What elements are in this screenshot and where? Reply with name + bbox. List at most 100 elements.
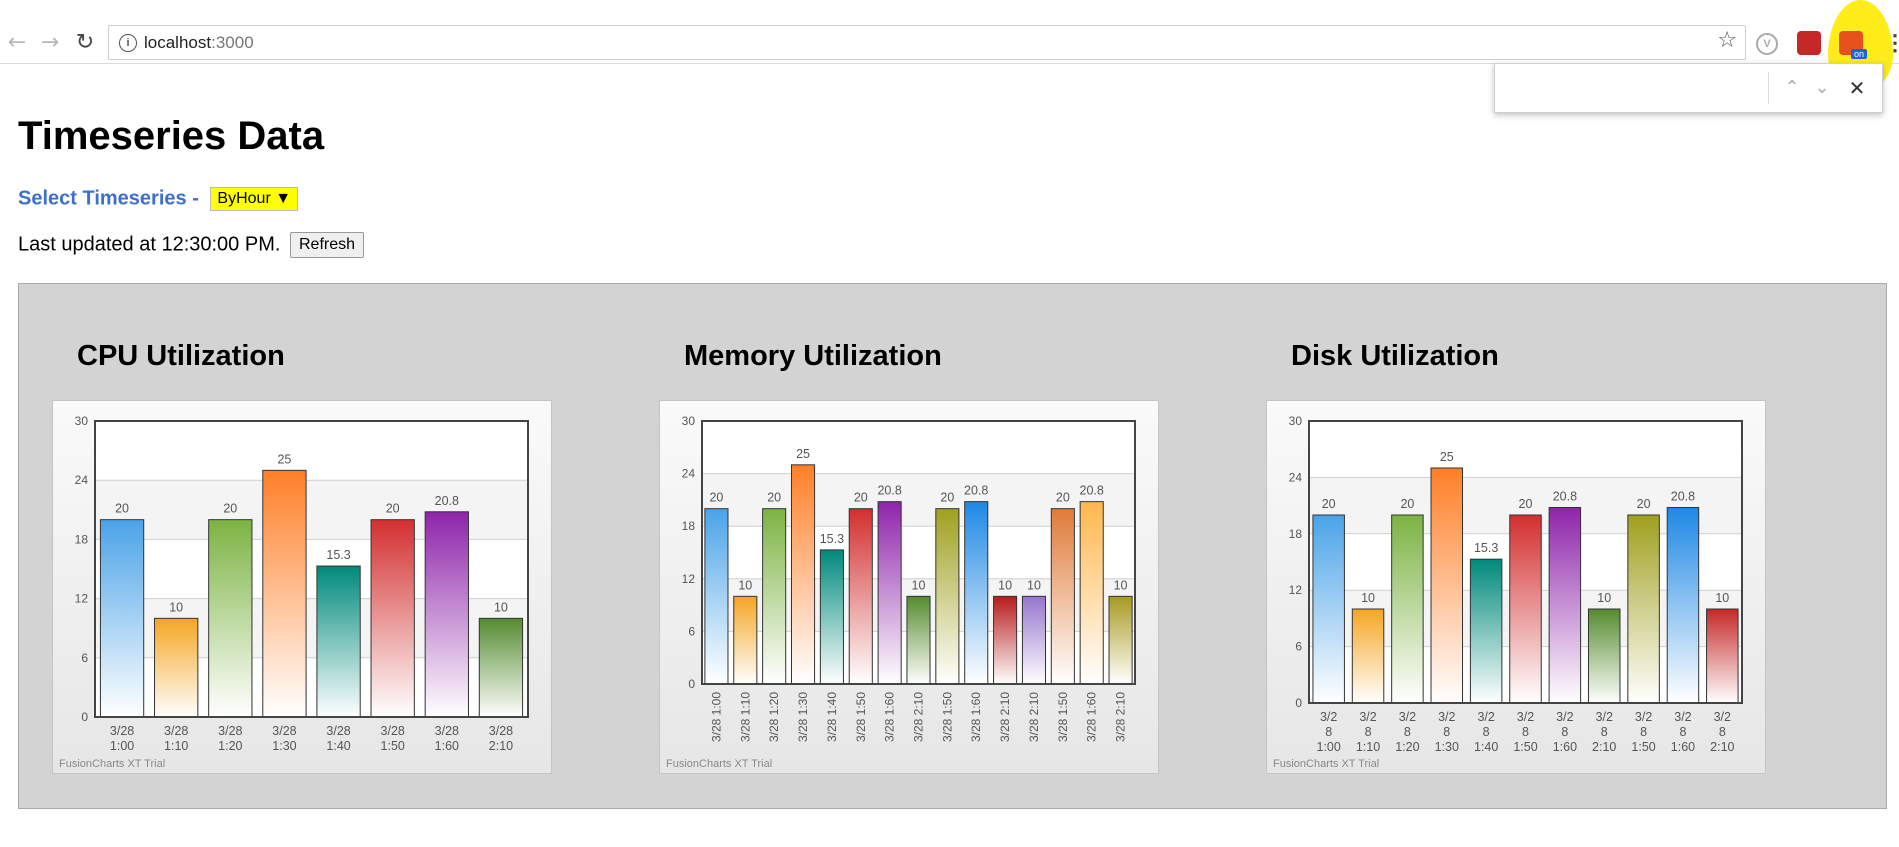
x-tick-line: 3/28 [110, 724, 134, 738]
bar [964, 501, 989, 685]
star-icon[interactable]: ☆ [1717, 28, 1737, 53]
x-tick-label: 3/28 1:40 [825, 692, 839, 742]
x-tick-label: 3/28 1:10 [738, 692, 752, 742]
y-tick-label: 0 [688, 677, 695, 691]
x-tick-line: 1:60 [1671, 740, 1695, 754]
x-tick-label: 3/28 1:20 [767, 692, 781, 742]
bar [733, 595, 758, 685]
trial-watermark: FusionCharts XT Trial [59, 758, 166, 770]
back-icon[interactable]: ← [7, 29, 27, 55]
y-tick-label: 30 [682, 414, 696, 428]
x-tick-line: 3/2 [1556, 710, 1573, 724]
data-label: 10 [1114, 578, 1128, 592]
url-text: localhost:3000 [144, 33, 254, 52]
x-tick-line: 3/28 [381, 724, 405, 738]
x-tick-line: 1:40 [1474, 740, 1498, 754]
info-icon[interactable]: i [119, 34, 137, 52]
bar [993, 595, 1018, 685]
refresh-button[interactable]: Refresh [289, 232, 365, 258]
address-bar[interactable]: i localhost:3000 ☆ [108, 25, 1746, 60]
chart-title-disk: Disk Utilization [1291, 340, 1499, 372]
x-tick-line: 2:10 [489, 739, 513, 753]
x-tick-line: 3/2 [1714, 710, 1731, 724]
data-label: 15.3 [1474, 541, 1498, 555]
data-label: 20.8 [877, 484, 901, 498]
bar [1021, 595, 1047, 685]
bar [1391, 514, 1424, 704]
find-input[interactable] [1505, 73, 1749, 103]
last-updated-text: Last updated at 12:30:00 PM. [18, 233, 281, 256]
x-tick-line: 1:50 [381, 739, 405, 753]
data-label: 20.8 [964, 484, 988, 498]
bar [1079, 501, 1104, 685]
data-label: 20.8 [1080, 484, 1104, 498]
x-tick-label: 3/28 2:10 [998, 692, 1012, 742]
data-label: 10 [1361, 591, 1375, 605]
data-label: 10 [912, 578, 926, 592]
data-label: 20 [1519, 497, 1533, 511]
chart-title-memory: Memory Utilization [684, 340, 942, 372]
data-label: 10 [738, 578, 752, 592]
bar [154, 617, 199, 718]
x-tick-line: 8 [1601, 725, 1608, 739]
bar [1312, 514, 1345, 704]
x-tick-line: 8 [1443, 725, 1450, 739]
find-close-icon[interactable]: ✕ [1848, 76, 1866, 100]
data-label: 10 [1597, 591, 1611, 605]
x-tick-line: 1:20 [218, 739, 242, 753]
x-tick-line: 1:50 [1631, 740, 1655, 754]
x-tick-line: 2:10 [1592, 740, 1616, 754]
extension-v-icon[interactable]: V [1756, 33, 1778, 55]
x-tick-line: 1:10 [1356, 740, 1380, 754]
x-tick-line: 3/2 [1517, 710, 1534, 724]
find-previous-icon[interactable]: ⌃ [1784, 77, 1800, 98]
x-tick-line: 8 [1365, 725, 1372, 739]
y-tick-label: 0 [81, 710, 88, 724]
data-label: 20 [709, 491, 723, 505]
data-label: 10 [1715, 591, 1729, 605]
bar [1509, 514, 1542, 704]
bar [1627, 514, 1660, 704]
forward-icon[interactable]: → [40, 29, 60, 55]
data-label: 10 [169, 600, 183, 614]
y-tick-label: 12 [1289, 583, 1303, 597]
reload-icon[interactable]: ↻ [75, 29, 95, 55]
y-tick-label: 24 [682, 467, 696, 481]
bar [762, 508, 787, 685]
x-tick-label: 3/28 2:10 [1027, 692, 1041, 742]
y-tick-label: 30 [75, 414, 89, 428]
plot-border [701, 420, 1136, 685]
chart-svg: 0 6 12 18 24 30 20 3/28 1:00 10 3/28 1:10 20 3/28 1… [682, 414, 1136, 742]
data-label: 20 [1400, 497, 1414, 511]
y-tick-label: 24 [75, 473, 89, 487]
x-tick-line: 1:50 [1513, 740, 1537, 754]
timeseries-select[interactable]: ByHour ▼ [210, 187, 299, 211]
y-tick-label: 18 [682, 519, 696, 533]
find-next-icon[interactable]: ⌄ [1814, 77, 1830, 98]
x-tick-label: 3/28 1:50 [1056, 692, 1070, 742]
extension-red-icon[interactable] [1797, 31, 1821, 55]
x-tick-line: 2:10 [1710, 740, 1734, 754]
x-tick-line: 1:40 [326, 739, 350, 753]
data-label: 10 [998, 578, 1012, 592]
x-tick-line: 3/28 [164, 724, 188, 738]
bar [704, 508, 729, 685]
menu-kebab-icon[interactable]: ⋮ [1884, 30, 1899, 55]
x-tick-line: 3/2 [1320, 710, 1337, 724]
data-label: 25 [796, 447, 810, 461]
extension-toggle-icon[interactable]: on [1839, 31, 1867, 59]
x-tick-label: 3/28 1:50 [940, 692, 954, 742]
data-label: 20.8 [1553, 489, 1577, 503]
find-bar: ⌃ ⌄ ✕ [1494, 63, 1883, 113]
bar [1587, 608, 1621, 704]
x-tick-line: 8 [1561, 725, 1568, 739]
